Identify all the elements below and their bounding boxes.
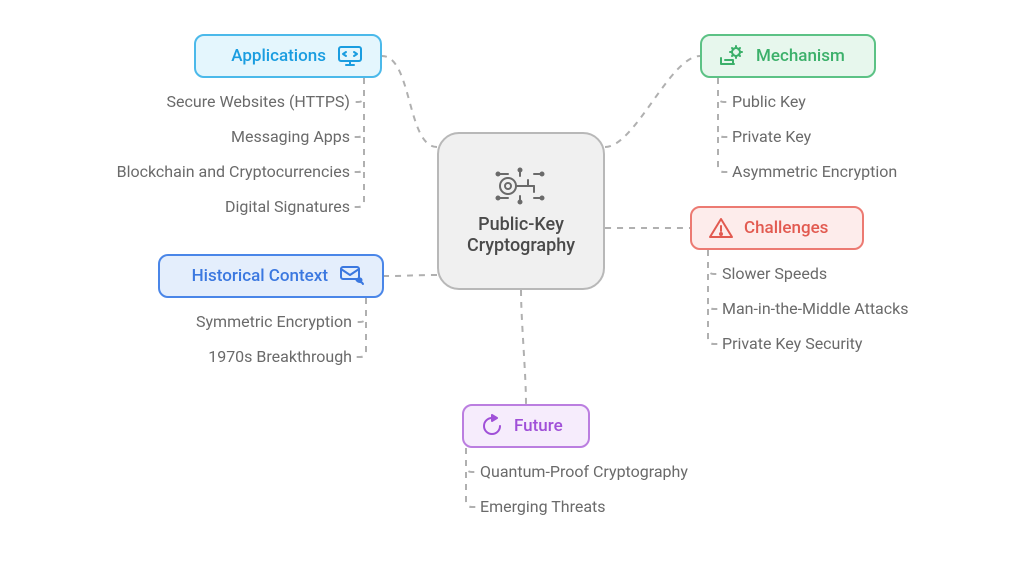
applications-item: Blockchain and Cryptocurrencies <box>117 162 350 181</box>
applications-item: Secure Websites (HTTPS) <box>167 92 350 111</box>
mechanism-label: Mechanism <box>756 46 845 66</box>
applications-item: Messaging Apps <box>231 127 350 146</box>
challenges-item: Slower Speeds <box>722 264 827 283</box>
mechanism-node: Mechanism <box>700 34 876 78</box>
challenges-item: Private Key Security <box>722 334 862 353</box>
mechanism-item: Asymmetric Encryption <box>732 162 897 181</box>
envelope-hand-icon <box>338 264 366 288</box>
mechanism-item: Public Key <box>732 92 806 111</box>
future-item: Quantum-Proof Cryptography <box>480 462 688 481</box>
applications-item: Digital Signatures <box>225 197 350 216</box>
historical-item: 1970s Breakthrough <box>208 347 352 366</box>
future-label: Future <box>514 416 563 436</box>
center-label-1: Public-Key <box>467 214 575 235</box>
historical-item: Symmetric Encryption <box>196 312 352 331</box>
alert-triangle-icon <box>708 216 734 240</box>
key-circuit-icon <box>494 166 548 206</box>
future-node: Future <box>462 404 590 448</box>
historical-node: Historical Context <box>158 254 384 298</box>
challenges-label: Challenges <box>744 218 828 238</box>
future-item: Emerging Threats <box>480 497 606 516</box>
applications-label: Applications <box>231 46 326 66</box>
challenges-item: Man-in-the-Middle Attacks <box>722 299 909 318</box>
challenges-node: Challenges <box>690 206 864 250</box>
monitor-code-icon <box>336 44 364 68</box>
refresh-icon <box>480 414 504 438</box>
applications-node: Applications <box>194 34 382 78</box>
mechanism-item: Private Key <box>732 127 811 146</box>
center-label-2: Cryptography <box>467 235 575 256</box>
historical-label: Historical Context <box>192 266 328 286</box>
gear-bed-icon <box>718 44 746 68</box>
center-node: Public-Key Cryptography <box>437 132 605 290</box>
